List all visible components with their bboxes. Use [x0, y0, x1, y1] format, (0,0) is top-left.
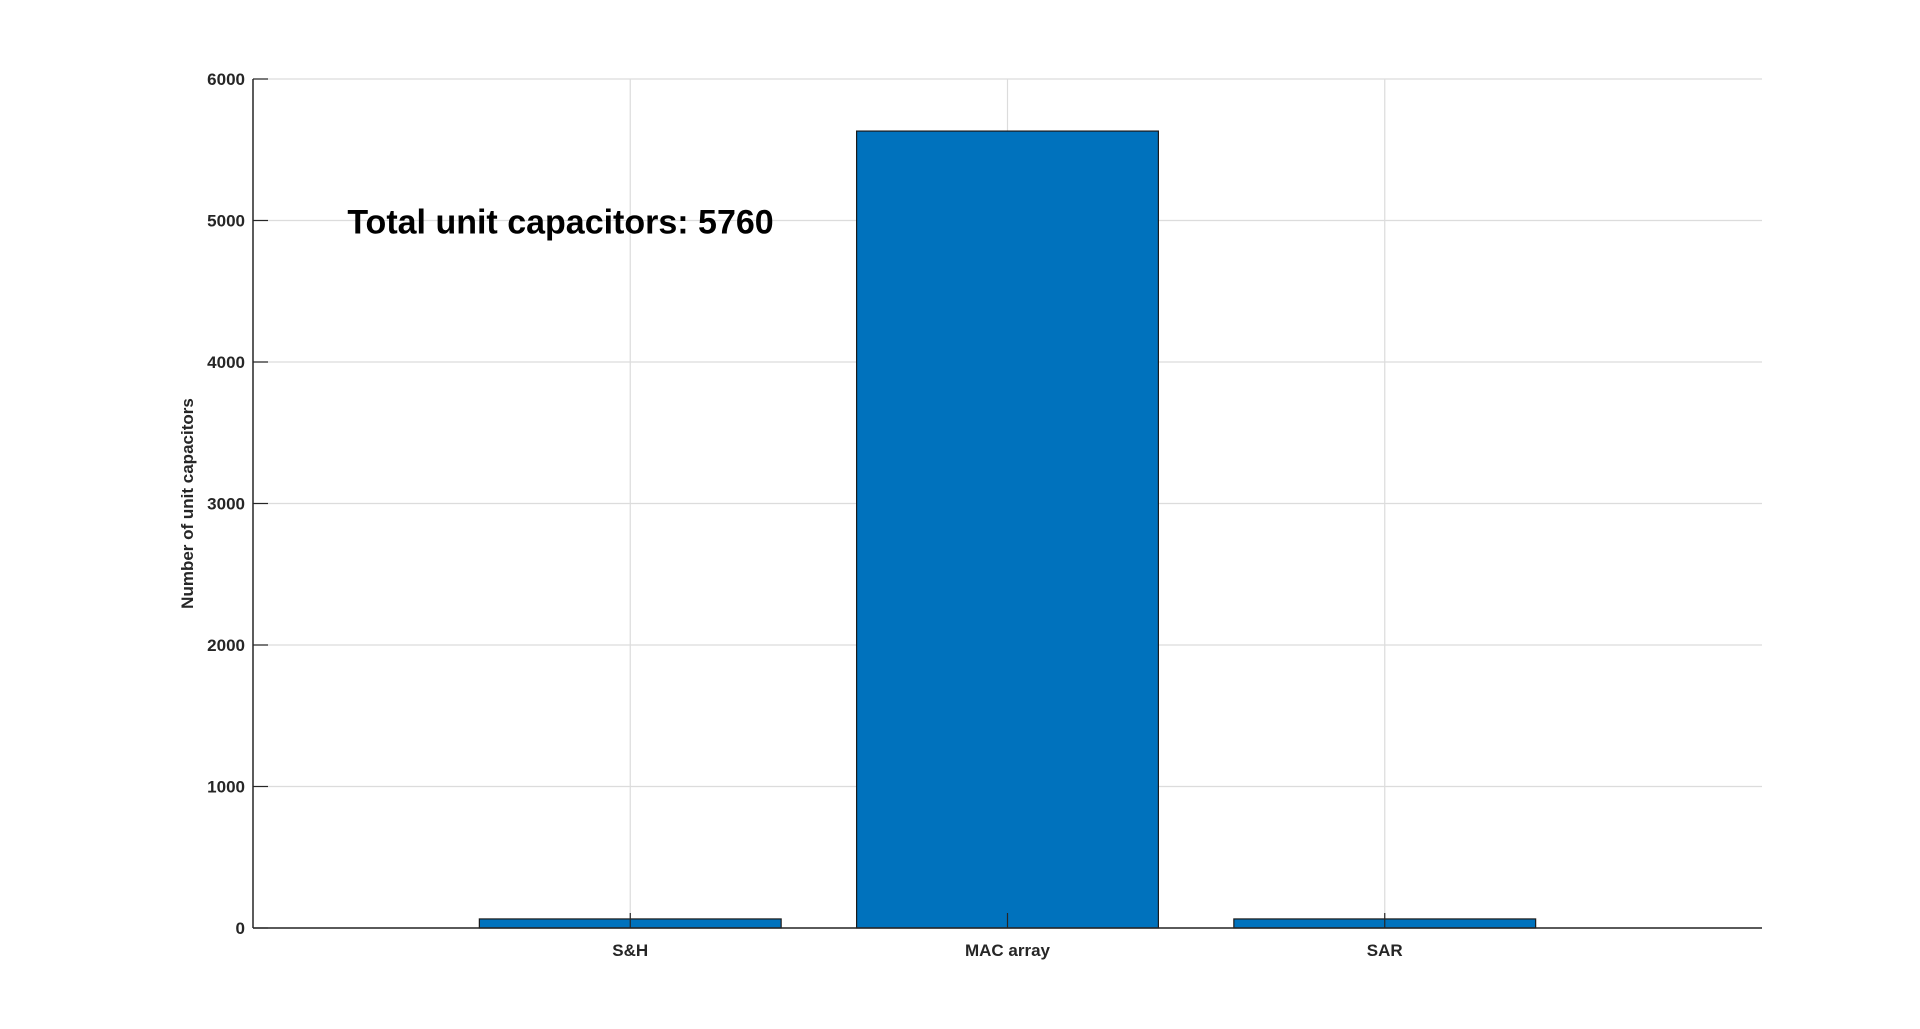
axes: [252, 78, 1762, 929]
tick-labels: 0 1000 2000 3000 4000 5000 6000 S&H MAC array SAR: [207, 70, 1403, 960]
bars: [478, 130, 1537, 929]
x-tick-label: MAC array: [965, 941, 1051, 960]
bar: [855, 130, 1159, 929]
y-tick-label: 4000: [207, 353, 245, 372]
y-tick-label: 3000: [207, 495, 245, 514]
y-tick-label: 1000: [207, 778, 245, 797]
x-tick-label: SAR: [1367, 941, 1403, 960]
y-tick-label: 6000: [207, 70, 245, 89]
y-tick-label: 2000: [207, 636, 245, 655]
y-tick-label: 5000: [207, 212, 245, 231]
y-tick-label: 0: [236, 919, 245, 938]
y-axis-label: Number of unit capacitors: [178, 398, 197, 609]
chart-annotation: Total unit capacitors: 5760: [347, 204, 773, 242]
x-tick-label: S&H: [612, 941, 648, 960]
